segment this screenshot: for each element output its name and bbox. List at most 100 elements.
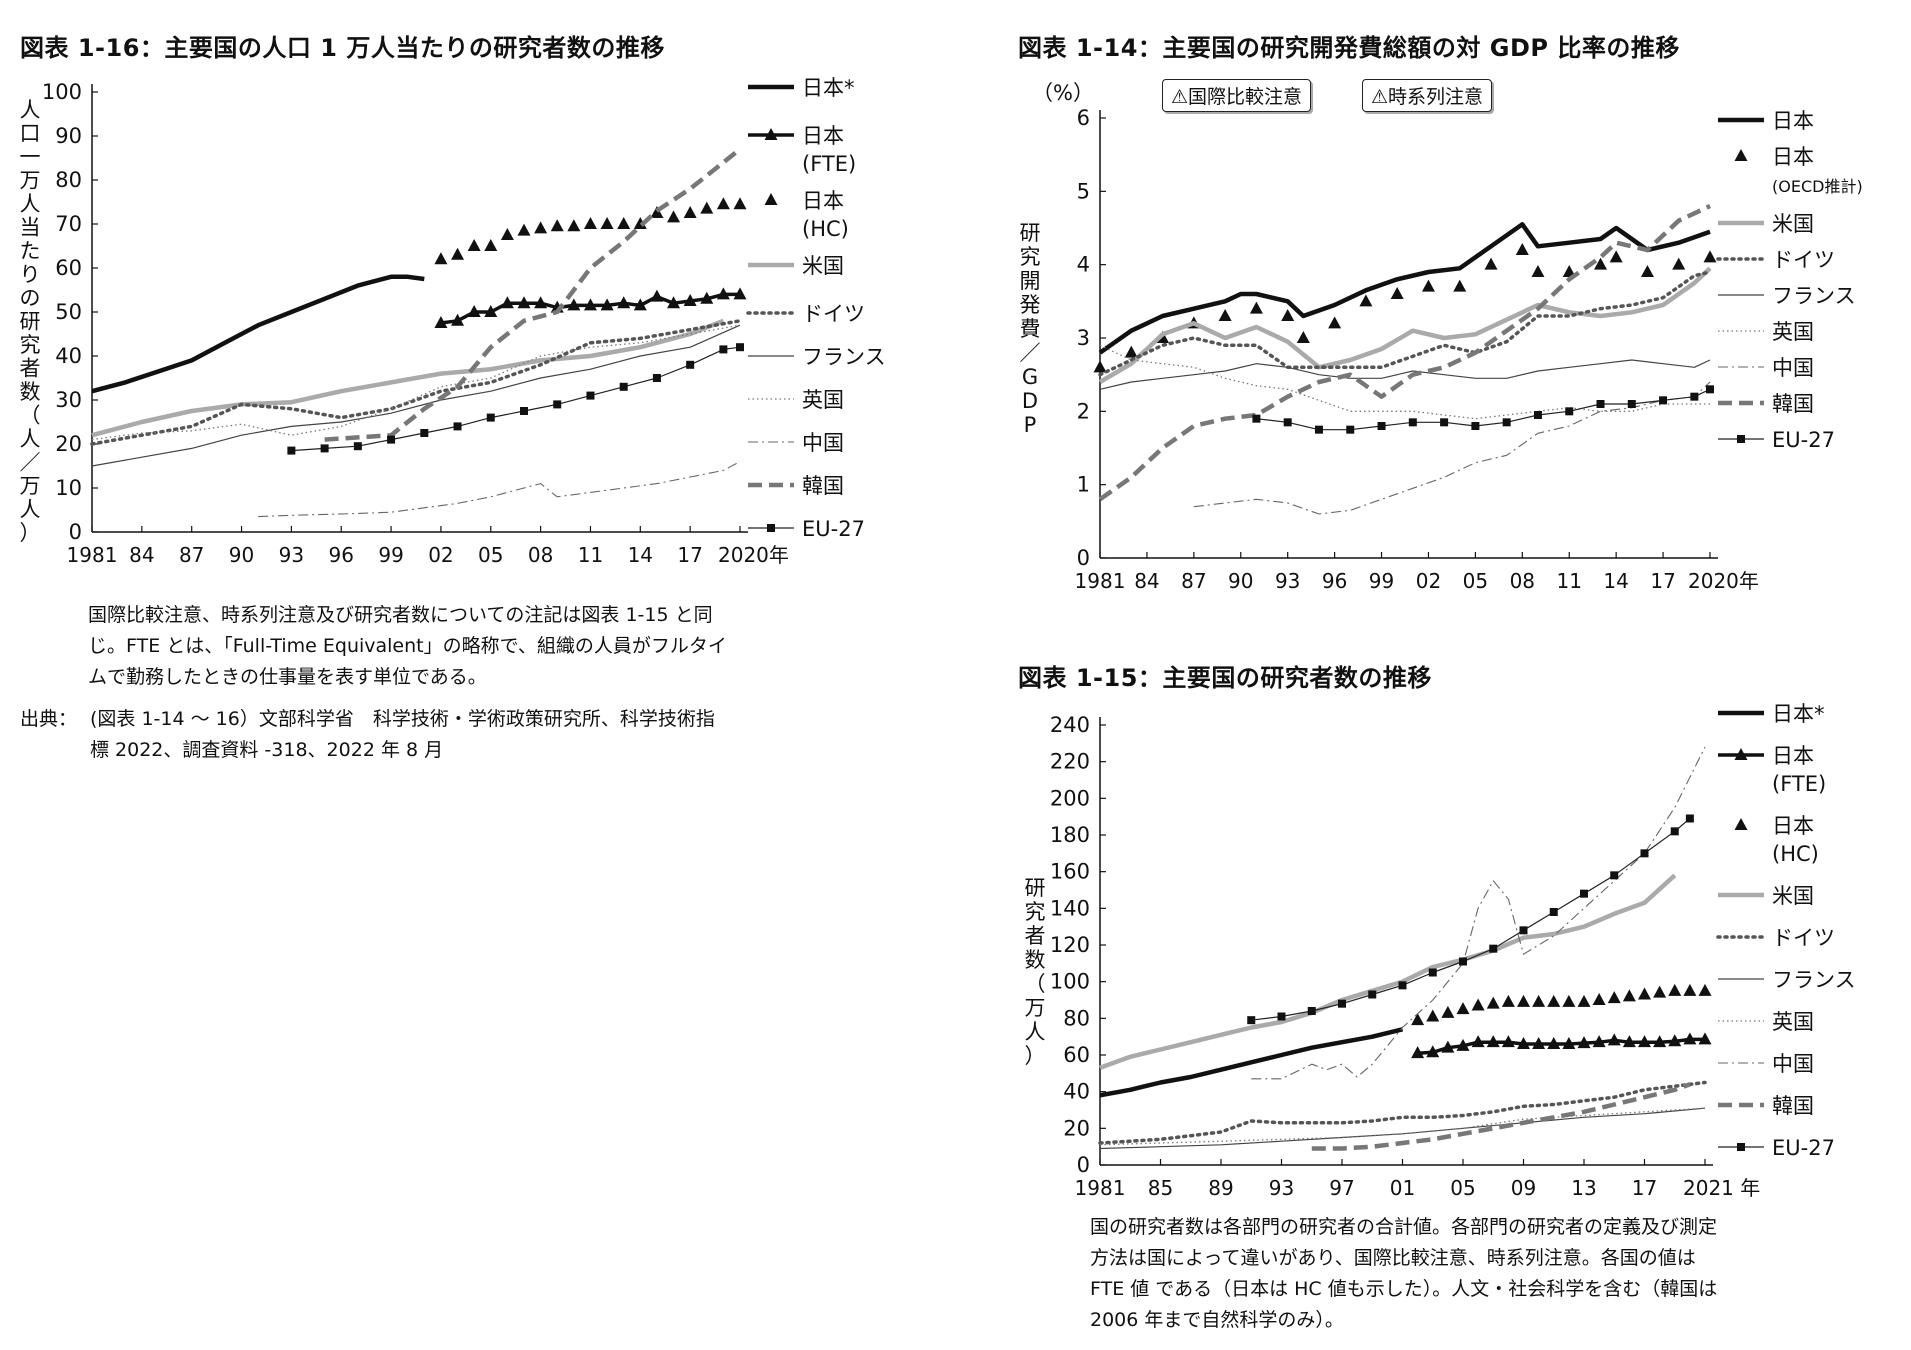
triangle-marker — [1562, 994, 1576, 1007]
legend-label: (OECD推計) — [1772, 177, 1863, 196]
note-1-15-line3: FTE 値 である（日本は HC 値も示した）。人文・社会科学を含む（韓国は — [1090, 1278, 1718, 1300]
series-eu — [1252, 385, 1714, 434]
y-tick-label: 90 — [55, 124, 82, 148]
chart-1-16: 0 10 20 30 40 50 60 70 80 90 100 1981 84 87 90 93 96 99 02… — [20, 76, 886, 567]
y-tick-label: 2 — [1077, 399, 1090, 423]
series-us — [91, 318, 725, 438]
triangle-marker — [716, 197, 730, 210]
triangle-marker — [1683, 1032, 1697, 1045]
y-axis-label-char: 数 — [1025, 948, 1046, 972]
series-line — [1098, 222, 1711, 355]
triangle-marker — [1609, 250, 1623, 263]
triangle-marker — [1486, 1035, 1500, 1048]
x-tick-label: 17 — [677, 543, 702, 567]
x-tick-label: 01 — [1390, 1176, 1415, 1200]
triangle-marker — [1668, 983, 1682, 996]
series-de — [1098, 270, 1712, 377]
triangle-marker — [667, 296, 681, 309]
square-marker — [1408, 418, 1417, 427]
square-marker — [1338, 999, 1346, 1008]
triangle-marker — [1734, 149, 1748, 161]
series-kr — [1098, 203, 1711, 502]
legend-item: ドイツ — [1716, 926, 1835, 950]
triangle-marker — [716, 287, 730, 300]
x-tick-label: 14 — [1603, 569, 1628, 593]
square-marker — [453, 422, 462, 431]
square-marker — [1377, 422, 1386, 430]
triangle-marker — [1471, 998, 1485, 1011]
square-marker — [1252, 414, 1261, 423]
x-tick-label: 02 — [428, 543, 453, 567]
y-tick-label: 180 — [1050, 823, 1090, 847]
square-marker — [520, 407, 528, 415]
x-tick-label: 1981 — [67, 543, 118, 567]
triangle-marker — [683, 206, 697, 218]
square-marker — [420, 429, 429, 437]
legend-item: 日本* — [1718, 702, 1825, 726]
series-jpfte — [434, 287, 747, 328]
x-tick-label: 08 — [528, 543, 553, 567]
triangle-marker — [1638, 987, 1651, 1000]
square-marker — [486, 413, 495, 422]
triangle-marker — [1093, 360, 1107, 373]
triangle-marker — [1421, 279, 1435, 292]
legend-label: ドイツ — [802, 302, 865, 326]
legend-label: ドイツ — [1772, 926, 1835, 950]
y-tick-label: 60 — [55, 256, 82, 280]
square-marker — [586, 391, 595, 400]
triangle-marker — [550, 219, 564, 232]
triangle-marker — [1592, 1035, 1606, 1048]
warning-badge-international: ⚠国際比較注意 — [1162, 79, 1312, 112]
y-tick-label: 100 — [42, 80, 82, 104]
triangle-marker — [534, 296, 548, 309]
legend-item: 英国 — [748, 388, 844, 412]
triangle-marker — [467, 305, 481, 317]
triangle-marker — [467, 239, 481, 251]
y-axis-label-char: （ — [20, 404, 41, 428]
triangle-marker — [1672, 257, 1686, 270]
square-marker — [287, 446, 296, 455]
y-axis-label-char: 人 — [20, 427, 41, 451]
legend-label: 日本 — [1772, 109, 1814, 133]
x-tick-label: 87 — [1181, 569, 1206, 593]
note-1-15-line1: 国の研究者数は各部門の研究者の合計値。各部門の研究者の定義及び測定 — [1090, 1216, 1718, 1238]
y-axis-label-char: P — [1024, 413, 1037, 437]
legend-label: 日本 — [1772, 145, 1814, 169]
series-line — [1099, 359, 1711, 390]
triangle-marker — [600, 298, 614, 311]
legend-item: 中国 — [748, 431, 844, 455]
triangle-marker — [1453, 279, 1467, 292]
series-kr — [1311, 1082, 1691, 1151]
square-marker — [736, 343, 744, 352]
triangle-marker — [600, 217, 614, 229]
legend-item: 米国 — [1718, 212, 1814, 236]
legend-item: 中国 — [1718, 1052, 1814, 1076]
triangle-marker — [1471, 1035, 1485, 1048]
triangle-marker — [1594, 257, 1608, 270]
triangle-marker — [733, 287, 747, 300]
y-tick-label: 0 — [1077, 1153, 1090, 1177]
series-eu — [1247, 814, 1694, 1025]
triangle-marker — [583, 217, 597, 229]
x-tick-label: 13 — [1571, 1176, 1596, 1200]
x-tick-label: 89 — [1208, 1176, 1233, 1200]
y-axis-label-char: 研 — [1025, 876, 1046, 900]
note-1-15: 国の研究者数は各部門の研究者の合計値。各部門の研究者の定義及び測定 方法は国によ… — [1090, 1212, 1900, 1336]
y-axis-label-char: 万 — [20, 169, 41, 193]
chart-title-1-14: 図表 1-14：主要国の研究開発費総額の対 GDP 比率の推移 — [1018, 34, 1680, 62]
series-line — [258, 461, 741, 518]
legend-label: (FTE) — [802, 152, 856, 176]
x-tick-label: 93 — [1269, 1176, 1294, 1200]
x-tick-label: 96 — [1322, 569, 1347, 593]
x-tick-label: 2020年 — [1688, 569, 1759, 593]
note-1-16: 国際比較注意、時系列注意及び研究者数についての注記は図表 1-15 と同 じ。F… — [88, 600, 908, 693]
series-line — [1098, 266, 1712, 384]
y-tick-label: 70 — [55, 212, 82, 236]
square-marker — [1368, 990, 1377, 999]
legend-item: 韓国 — [748, 474, 844, 498]
square-marker — [652, 374, 661, 382]
note-1-16-line2: じ。FTE とは、「Full-Time Equivalent」の略称で、組織の人… — [88, 635, 727, 657]
y-tick-label: 60 — [1063, 1043, 1090, 1067]
series-de — [90, 319, 742, 446]
triangle-marker — [1441, 1005, 1455, 1018]
